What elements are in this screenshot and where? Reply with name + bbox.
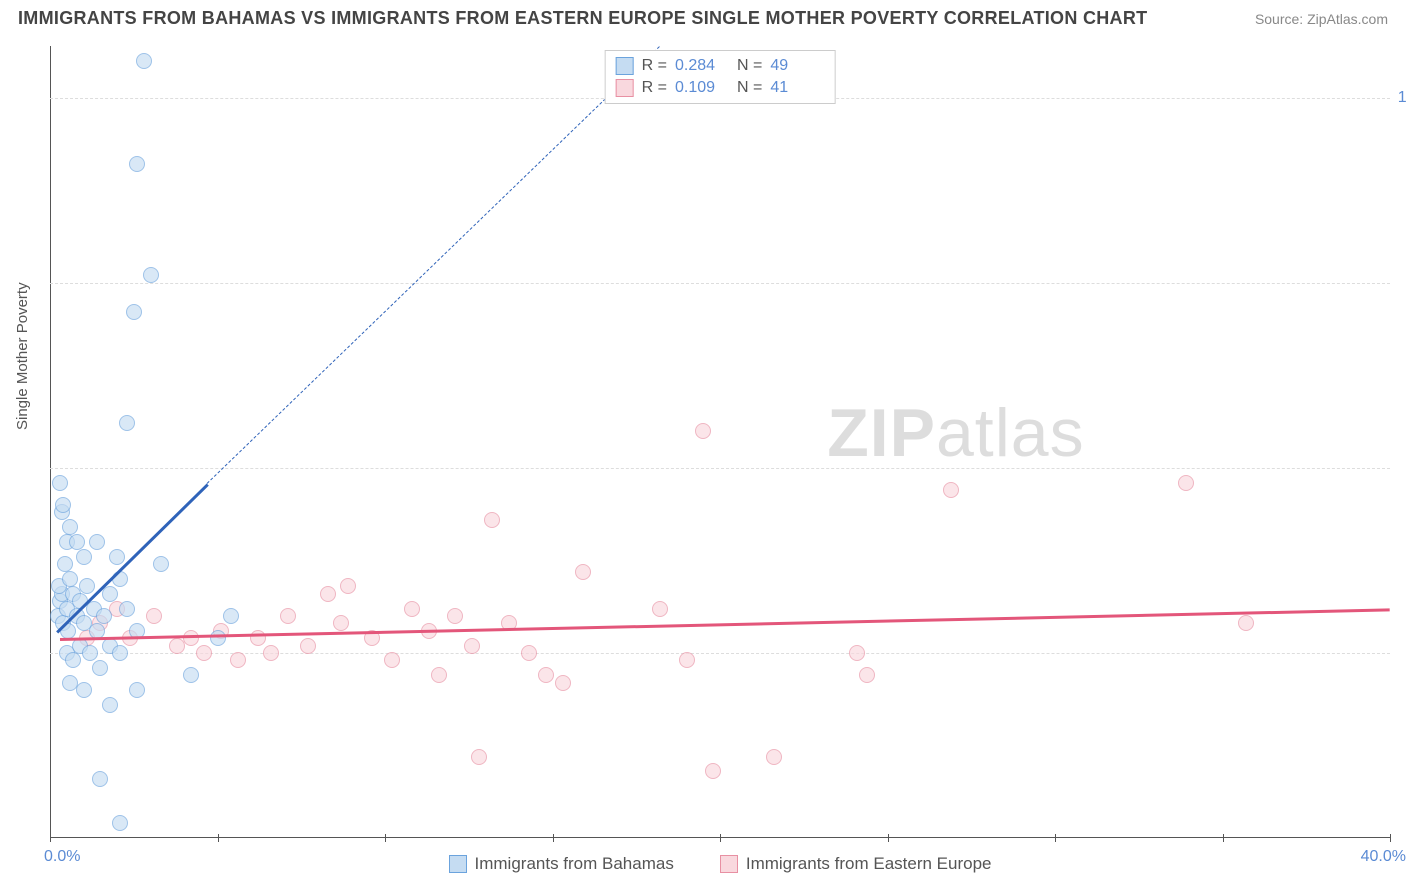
legend-swatch-blue-icon — [616, 57, 634, 75]
data-point-blue — [79, 578, 95, 594]
legend-r-label: R = — [642, 57, 667, 75]
data-point-blue — [223, 608, 239, 624]
data-point-pink — [464, 638, 480, 654]
data-point-blue — [129, 682, 145, 698]
data-point-pink — [404, 601, 420, 617]
data-point-blue — [119, 415, 135, 431]
data-point-pink — [575, 564, 591, 580]
data-point-pink — [1178, 475, 1194, 491]
data-point-pink — [333, 615, 349, 631]
data-point-pink — [1238, 615, 1254, 631]
data-point-blue — [82, 645, 98, 661]
data-point-blue — [112, 645, 128, 661]
data-point-blue — [119, 601, 135, 617]
data-point-pink — [538, 667, 554, 683]
data-point-blue — [136, 53, 152, 69]
legend-n-blue: 49 — [770, 57, 824, 75]
y-axis — [50, 46, 51, 838]
data-point-pink — [447, 608, 463, 624]
y-tick-label: 100.0% — [1398, 89, 1406, 107]
x-tick — [1390, 834, 1391, 842]
chart-plot-area: 25.0%50.0%75.0%100.0% ZIPatlas R = 0.284… — [50, 46, 1390, 838]
data-point-blue — [112, 815, 128, 831]
data-point-pink — [679, 652, 695, 668]
data-point-pink — [766, 749, 782, 765]
data-point-pink — [183, 630, 199, 646]
data-point-pink — [263, 645, 279, 661]
source-attribution: Source: ZipAtlas.com — [1255, 11, 1388, 27]
data-point-pink — [431, 667, 447, 683]
gridline — [50, 283, 1390, 284]
legend-swatch-pink-icon — [616, 79, 634, 97]
legend-n-label: N = — [737, 79, 762, 97]
data-point-pink — [146, 608, 162, 624]
gridline — [50, 653, 1390, 654]
data-point-pink — [943, 482, 959, 498]
legend-r-pink: 0.109 — [675, 79, 729, 97]
data-point-blue — [183, 667, 199, 683]
x-tick — [888, 834, 889, 842]
data-point-blue — [57, 556, 73, 572]
legend-n-label: N = — [737, 57, 762, 75]
data-point-blue — [62, 519, 78, 535]
data-point-pink — [384, 652, 400, 668]
data-point-blue — [76, 549, 92, 565]
data-point-blue — [102, 586, 118, 602]
data-point-pink — [849, 645, 865, 661]
data-point-pink — [859, 667, 875, 683]
data-point-pink — [340, 578, 356, 594]
trend-line — [60, 609, 1390, 641]
data-point-blue — [89, 534, 105, 550]
data-point-pink — [705, 763, 721, 779]
data-point-pink — [196, 645, 212, 661]
legend-r-blue: 0.284 — [675, 57, 729, 75]
series-legend: Immigrants from Bahamas Immigrants from … — [50, 854, 1390, 874]
legend-r-label: R = — [642, 79, 667, 97]
y-axis-title: Single Mother Poverty — [14, 282, 31, 430]
data-point-blue — [62, 571, 78, 587]
data-point-blue — [76, 682, 92, 698]
data-point-blue — [153, 556, 169, 572]
x-tick — [50, 834, 51, 842]
data-point-blue — [92, 771, 108, 787]
x-tick — [218, 834, 219, 842]
data-point-blue — [129, 156, 145, 172]
data-point-pink — [300, 638, 316, 654]
data-point-blue — [143, 267, 159, 283]
x-tick — [553, 834, 554, 842]
legend-label-blue: Immigrants from Bahamas — [475, 854, 674, 874]
legend-n-pink: 41 — [770, 79, 824, 97]
x-tick — [385, 834, 386, 842]
data-point-blue — [52, 475, 68, 491]
data-point-blue — [92, 660, 108, 676]
data-point-pink — [695, 423, 711, 439]
x-tick — [1223, 834, 1224, 842]
data-point-blue — [55, 497, 71, 513]
data-point-pink — [484, 512, 500, 528]
data-point-blue — [96, 608, 112, 624]
data-point-pink — [320, 586, 336, 602]
data-point-blue — [126, 304, 142, 320]
data-point-pink — [652, 601, 668, 617]
chart-title: IMMIGRANTS FROM BAHAMAS VS IMMIGRANTS FR… — [18, 8, 1147, 29]
data-point-blue — [65, 652, 81, 668]
legend-label-pink: Immigrants from Eastern Europe — [746, 854, 992, 874]
correlation-legend: R = 0.284 N = 49 R = 0.109 N = 41 — [605, 50, 836, 104]
trend-line-extrapolated — [207, 46, 660, 483]
data-point-blue — [69, 534, 85, 550]
gridline — [50, 468, 1390, 469]
legend-swatch-blue-icon — [449, 855, 467, 873]
data-point-pink — [555, 675, 571, 691]
data-point-pink — [521, 645, 537, 661]
data-point-blue — [210, 630, 226, 646]
data-point-pink — [280, 608, 296, 624]
data-point-blue — [102, 697, 118, 713]
data-point-pink — [230, 652, 246, 668]
legend-swatch-pink-icon — [720, 855, 738, 873]
x-tick — [720, 834, 721, 842]
data-point-blue — [109, 549, 125, 565]
x-tick — [1055, 834, 1056, 842]
data-point-pink — [471, 749, 487, 765]
